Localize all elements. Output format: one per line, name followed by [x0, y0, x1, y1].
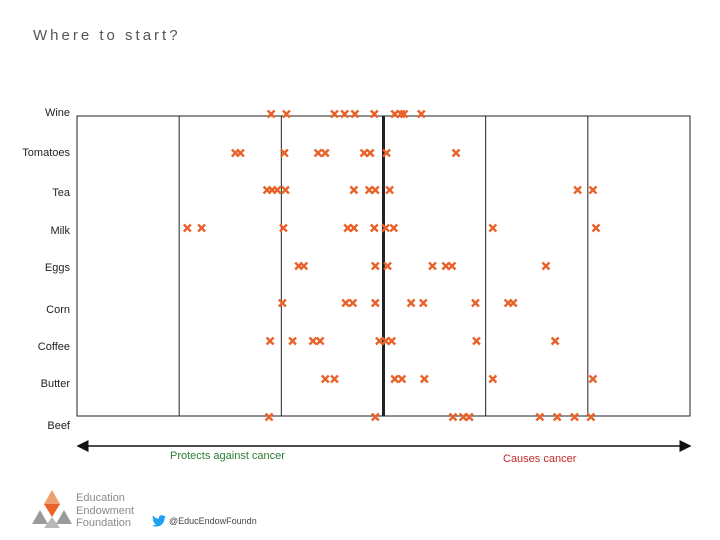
data-point: [399, 109, 409, 119]
twitter-handle-text: @EducEndowFoundn: [169, 516, 257, 526]
category-label: Coffee: [38, 341, 70, 353]
data-point: [406, 298, 416, 308]
data-point: [282, 109, 291, 119]
data-point: [385, 185, 394, 195]
category-label: Wine: [45, 107, 70, 119]
category-label: Tomatoes: [22, 147, 70, 159]
data-point: [390, 374, 400, 384]
data-point: [365, 148, 375, 158]
data-point: [508, 298, 518, 308]
data-point: [389, 223, 399, 233]
data-point: [488, 223, 498, 233]
data-point: [420, 374, 429, 384]
data-point: [349, 185, 359, 195]
data-point: [320, 374, 330, 384]
chart-grid: [76, 115, 691, 417]
data-point: [588, 185, 598, 195]
category-label: Milk: [50, 225, 70, 237]
data-point: [428, 261, 437, 271]
data-point: [288, 336, 297, 346]
data-point: [266, 109, 276, 119]
category-label: Beef: [47, 420, 71, 432]
data-point: [264, 412, 274, 422]
data-point: [278, 298, 287, 308]
twitter-bird-icon: [152, 515, 166, 527]
data-point: [370, 185, 380, 195]
data-point: [348, 298, 358, 308]
data-points: [182, 109, 601, 422]
data-point: [281, 185, 290, 195]
data-point: [265, 336, 275, 346]
data-point: [451, 148, 461, 158]
data-point: [472, 336, 481, 346]
data-point: [340, 109, 350, 119]
data-point: [381, 223, 390, 233]
data-point: [588, 374, 598, 384]
data-point: [182, 223, 192, 233]
data-point: [299, 261, 309, 271]
data-point: [350, 109, 360, 119]
causes-label: Causes cancer: [503, 453, 577, 465]
data-point: [308, 336, 318, 346]
data-point: [586, 412, 596, 422]
org-name: Education Endowment Foundation: [76, 492, 134, 530]
data-point: [279, 223, 288, 233]
eef-logo-icon: [32, 490, 72, 528]
twitter-handle[interactable]: @EducEndowFoundn: [152, 515, 257, 527]
data-point: [416, 109, 426, 119]
org-line: Education: [76, 492, 125, 504]
data-point: [330, 374, 339, 384]
data-point: [447, 261, 457, 271]
data-point: [573, 185, 582, 195]
category-labels: Wine Tomatoes Tea Milk Eggs Corn Coffee Butter B…: [22, 107, 71, 432]
data-point: [341, 298, 351, 308]
data-point: [383, 261, 392, 271]
data-point: [535, 412, 545, 422]
data-point: [591, 223, 601, 233]
org-line: Foundation: [76, 517, 132, 529]
org-line: Endowment: [76, 504, 135, 517]
data-point: [418, 298, 428, 308]
category-label: Tea: [52, 187, 71, 199]
data-point: [552, 412, 562, 422]
data-point: [369, 223, 379, 233]
data-point: [315, 336, 325, 346]
data-point: [330, 109, 339, 119]
data-point: [370, 412, 380, 422]
data-point: [349, 223, 359, 233]
data-point: [370, 261, 380, 271]
data-point: [541, 261, 551, 271]
data-point: [464, 412, 474, 422]
data-point: [197, 223, 206, 233]
data-point: [387, 336, 397, 346]
category-label: Eggs: [45, 262, 71, 274]
category-label: Corn: [46, 304, 70, 316]
data-point: [313, 148, 323, 158]
data-point: [471, 298, 480, 308]
data-point: [550, 336, 560, 346]
category-label: Butter: [41, 378, 71, 390]
page-title: Where to start?: [33, 27, 181, 44]
data-point: [397, 374, 407, 384]
data-point: [570, 412, 579, 422]
data-point: [280, 148, 289, 158]
data-point: [370, 298, 380, 308]
data-point: [272, 185, 282, 195]
data-point: [369, 109, 379, 119]
data-point: [488, 374, 498, 384]
data-point: [320, 148, 330, 158]
protects-label: Protects against cancer: [170, 450, 285, 462]
data-point: [448, 412, 458, 422]
data-point: [382, 148, 391, 158]
data-point: [236, 148, 245, 158]
